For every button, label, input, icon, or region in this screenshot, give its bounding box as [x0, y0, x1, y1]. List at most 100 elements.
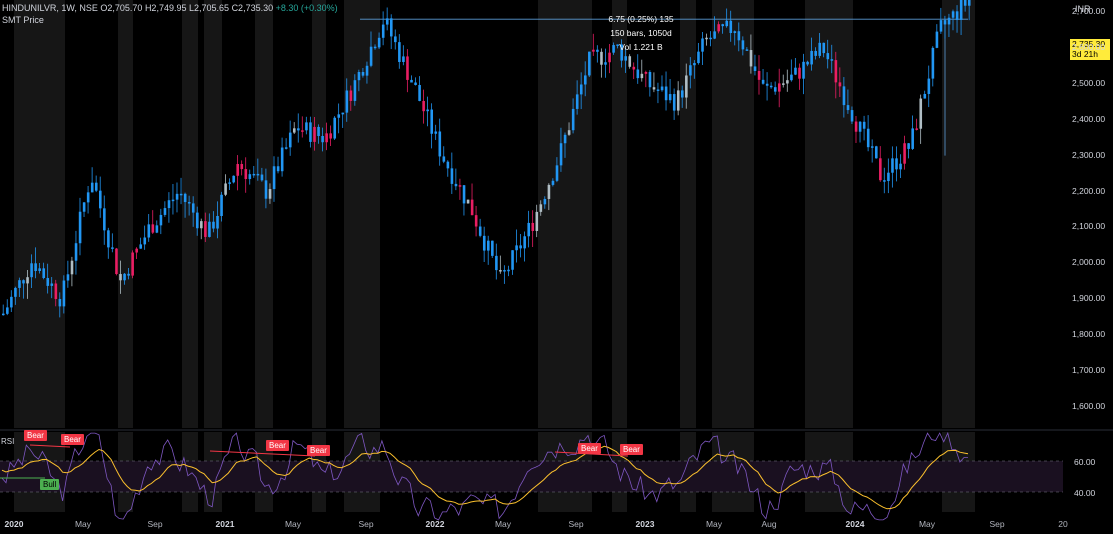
candle-body [276, 166, 280, 172]
candle-body [491, 240, 494, 256]
candle-body [369, 46, 373, 66]
candle-body [74, 243, 78, 261]
candle-body [414, 82, 417, 85]
candle-body [228, 182, 231, 184]
candle-body [798, 67, 801, 79]
candle-body [769, 85, 773, 88]
candle-body [499, 270, 502, 272]
candle-body [450, 168, 454, 184]
candle-body [806, 61, 809, 65]
symbol-title[interactable]: HINDUNILVR, 1W, NSE [2, 3, 98, 13]
candle-body [191, 203, 195, 213]
candle-body [353, 80, 357, 101]
time-tick: 2024 [845, 519, 865, 529]
candle-body [474, 215, 478, 227]
candle-body [943, 20, 947, 25]
candle-body [588, 51, 591, 76]
candle-body [438, 131, 442, 157]
candle-body [612, 45, 615, 53]
candle-body [434, 131, 438, 134]
candle-body [676, 90, 680, 111]
candle-body [697, 51, 700, 64]
currency-label[interactable]: INR [1075, 4, 1091, 14]
session-band [538, 0, 592, 428]
candle-body [297, 128, 300, 131]
candle-body [592, 49, 595, 52]
candle-body [381, 24, 385, 38]
candle-body [624, 56, 628, 61]
candle-body [220, 194, 223, 216]
candle-body [519, 245, 522, 249]
time-tick: 2022 [425, 519, 445, 529]
candle-body [398, 42, 401, 62]
time-tick: May [284, 519, 302, 529]
close-value: C2,735.30 [231, 3, 274, 13]
candle-body [462, 185, 466, 204]
price-tick: 2,400.00 [1072, 113, 1106, 124]
rsi-line [1, 431, 969, 521]
time-tick: 2021 [215, 519, 235, 529]
candle-body [652, 87, 656, 90]
candle-body [790, 74, 793, 81]
candle-body [709, 37, 712, 40]
candle-body [482, 235, 486, 251]
candle-body [854, 121, 858, 132]
price-tick: 1,600.00 [1072, 401, 1106, 411]
candle-body [139, 244, 143, 249]
countdown: 3d 21h [1072, 49, 1098, 59]
candle-body [547, 184, 551, 199]
candle-body [575, 94, 579, 109]
candle-body [208, 221, 211, 237]
candle-body [26, 277, 29, 284]
candle-body [947, 17, 951, 25]
candle-body [955, 11, 959, 20]
candle-body [822, 42, 826, 54]
price-tick: 1,900.00 [1072, 293, 1106, 304]
candle-body [454, 183, 458, 187]
candle-body [236, 164, 240, 176]
candle-body [256, 173, 260, 176]
indicator-legend[interactable]: SMT Price [2, 15, 44, 25]
price-tick: 2,700.00 [1072, 6, 1106, 16]
time-tick: Sep [358, 519, 374, 529]
bear-signal-tag: Bear [61, 434, 84, 445]
last-price-value: 2,735.30 [1072, 39, 1106, 49]
time-tick: 20 [1058, 519, 1068, 529]
measure-change: 6.75 (0.25%) 135 [608, 14, 674, 24]
candle-body [883, 180, 886, 182]
candle-body [511, 250, 514, 270]
candle-body [846, 105, 850, 111]
candle-body [337, 114, 341, 118]
candle-body [778, 83, 781, 92]
candle-body [147, 224, 151, 238]
candle-body [628, 56, 632, 67]
last-price-tag: 2,735.30 3d 21h [1070, 39, 1110, 60]
candle-body [830, 59, 834, 61]
candle-body [422, 100, 425, 112]
candle-body [689, 65, 692, 76]
candle-body [212, 221, 215, 229]
candle-body [470, 199, 474, 216]
candle-body [741, 40, 745, 50]
candle-body [891, 158, 894, 173]
candle-body [523, 236, 526, 249]
candle-body [866, 128, 870, 148]
candle-body [288, 132, 292, 148]
bear-signal-tag: Bear [307, 445, 330, 456]
candle-body [22, 280, 25, 284]
rsi-label[interactable]: RSI [1, 437, 15, 446]
candle-body [773, 87, 777, 92]
candle-body [596, 49, 599, 52]
candle-body [390, 18, 393, 37]
candle-body [685, 75, 688, 98]
candle-body [293, 128, 296, 133]
candle-body [761, 79, 765, 84]
candle-body [309, 122, 312, 142]
time-tick: 2020 [4, 519, 24, 529]
time-tick: 2023 [635, 519, 655, 529]
candle-body [664, 86, 668, 101]
candle-body [30, 263, 33, 278]
candle-body [927, 78, 931, 94]
